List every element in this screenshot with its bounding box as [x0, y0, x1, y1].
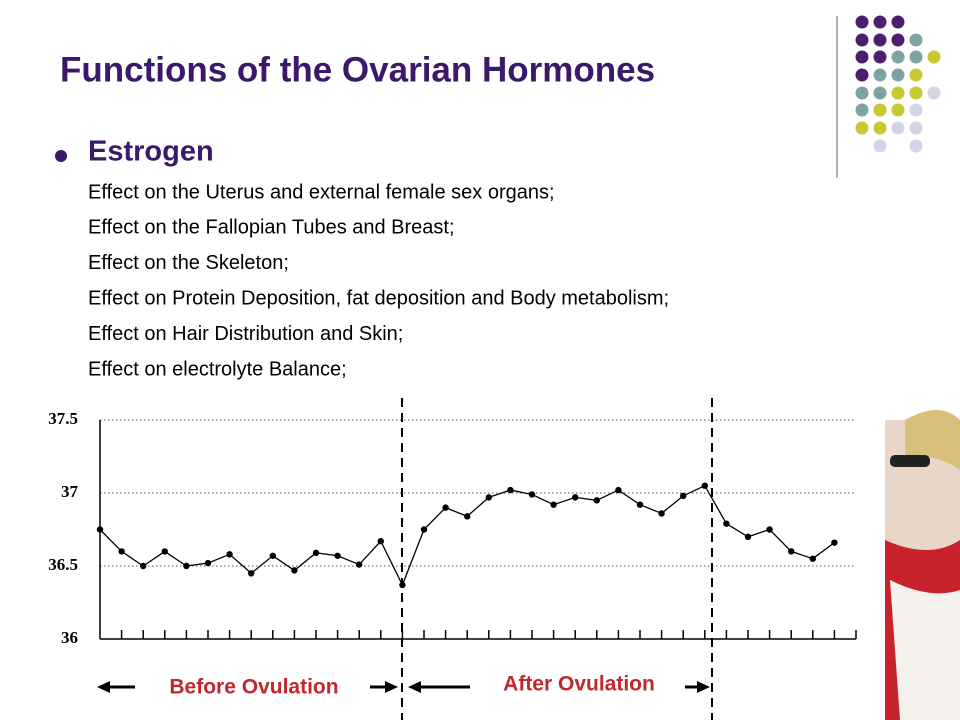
data-point: [636, 501, 644, 508]
data-point: [464, 513, 471, 520]
y-tick-label: 36: [61, 628, 78, 647]
data-point: [226, 551, 233, 558]
data-point: [766, 526, 773, 533]
data-point: [356, 561, 363, 568]
data-point: [334, 552, 341, 559]
data-point: [550, 501, 557, 508]
data-point: [593, 497, 600, 504]
bullet-line: Effect on the Fallopian Tubes and Breast…: [88, 217, 455, 239]
data-point: [269, 552, 276, 559]
data-point: [377, 537, 384, 545]
data-point: [701, 482, 708, 489]
data-point: [831, 539, 838, 546]
data-point: [96, 526, 104, 533]
data-point: [744, 533, 752, 540]
annotation: Before Ovulation: [169, 676, 338, 699]
data-point: [442, 504, 449, 511]
data-point: [809, 555, 816, 562]
data-point: [528, 491, 536, 498]
bullet-line: Effect on the Skeleton;: [88, 252, 289, 274]
data-point: [312, 549, 320, 557]
data-point: [485, 494, 492, 501]
y-tick-label: 37: [61, 482, 79, 501]
data-point: [420, 526, 428, 533]
data-point: [161, 548, 168, 555]
y-tick-label: 37.5: [48, 409, 78, 428]
data-point: [680, 492, 687, 500]
data-point: [183, 562, 190, 570]
data-point: [658, 510, 665, 517]
bullet-dot: [55, 150, 67, 162]
bullet-heading: Estrogen: [88, 136, 214, 168]
data-point: [118, 548, 125, 555]
data-point: [788, 548, 795, 555]
data-point: [248, 570, 255, 577]
slide-title: Functions of the Ovarian Hormones: [60, 50, 655, 89]
bullet-line: Effect on Hair Distribution and Skin;: [88, 323, 403, 345]
arrows: [97, 681, 710, 693]
data-point: [723, 520, 730, 527]
bullet-line: Effect on Protein Deposition, fat deposi…: [88, 287, 669, 309]
data-point: [615, 486, 622, 494]
chart: 36 36.5 37 37.5: [48, 409, 857, 647]
decoration-dots: [836, 15, 941, 178]
data-point: [507, 486, 514, 494]
photo: [885, 410, 960, 720]
data-line: [99, 484, 835, 587]
data-point: [204, 559, 212, 567]
bullet-line: Effect on electrolyte Balance;: [88, 358, 347, 380]
y-tick-label: 36.5: [48, 555, 78, 574]
bullet-lines: Effect on the Uterus and external female…: [88, 181, 669, 380]
bullet-line: Effect on the Uterus and external female…: [88, 181, 555, 203]
data-point: [572, 494, 579, 501]
data-point: [291, 567, 298, 574]
data-point: [140, 562, 147, 570]
annotation: After Ovulation: [503, 673, 655, 696]
